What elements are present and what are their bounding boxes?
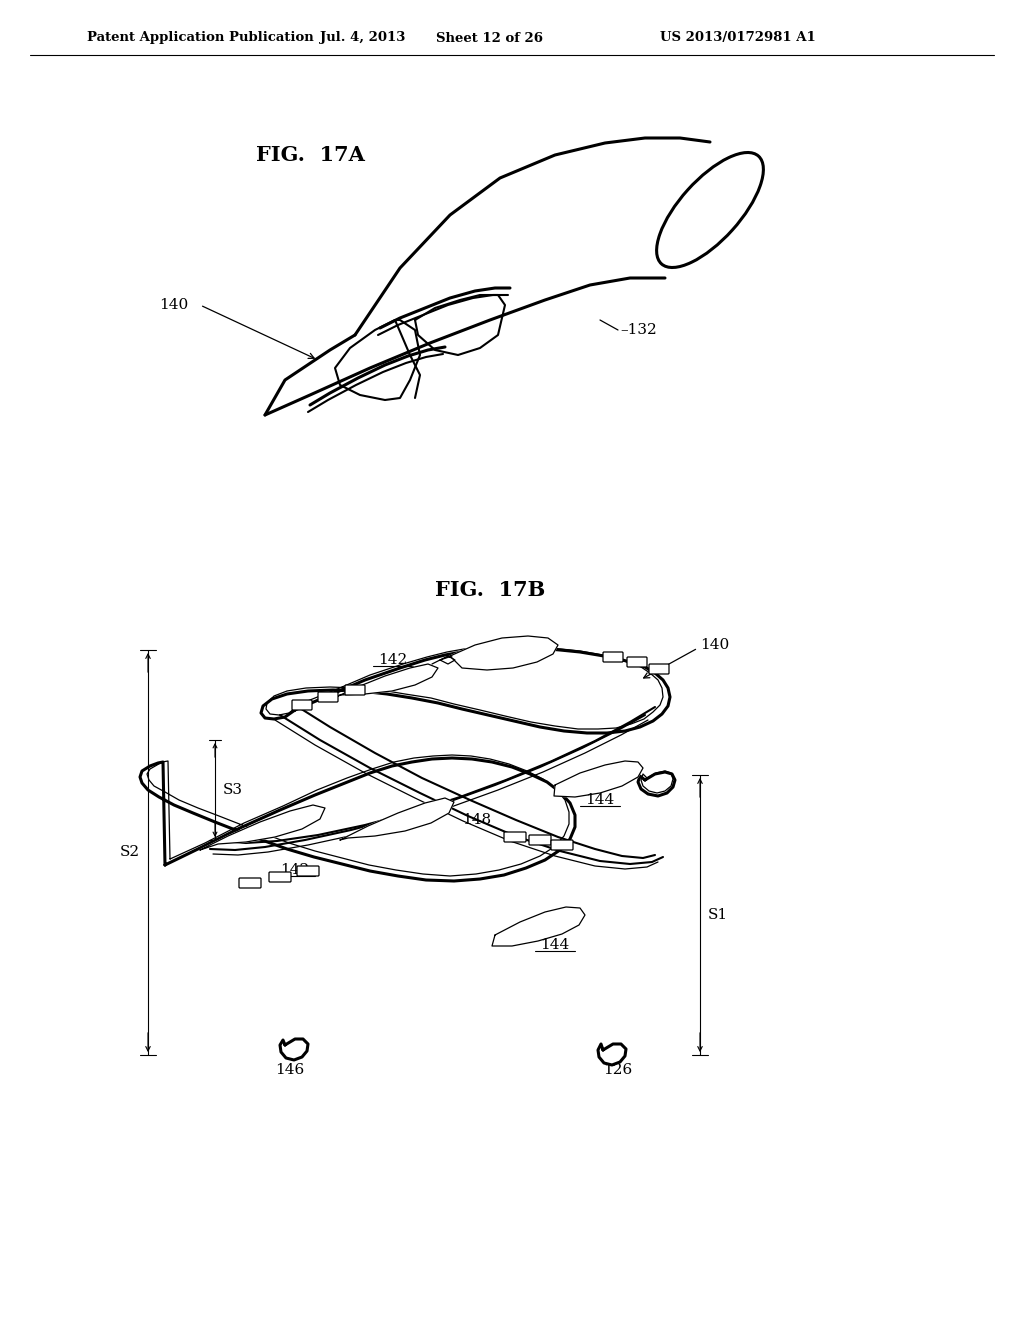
Text: 148: 148 [462, 813, 492, 828]
Text: S2: S2 [120, 845, 140, 859]
FancyBboxPatch shape [318, 692, 338, 702]
Text: US 2013/0172981 A1: US 2013/0172981 A1 [660, 32, 816, 45]
Text: 142: 142 [379, 653, 408, 667]
Text: 140: 140 [700, 638, 729, 652]
FancyBboxPatch shape [504, 832, 526, 842]
Polygon shape [492, 907, 585, 946]
Text: 146: 146 [275, 1063, 304, 1077]
FancyBboxPatch shape [627, 657, 647, 667]
Text: Sheet 12 of 26: Sheet 12 of 26 [436, 32, 544, 45]
FancyBboxPatch shape [292, 700, 312, 710]
FancyBboxPatch shape [603, 652, 623, 663]
FancyBboxPatch shape [529, 836, 551, 845]
Text: –132: –132 [620, 323, 656, 337]
Text: 144: 144 [586, 793, 614, 807]
Polygon shape [200, 805, 325, 850]
Polygon shape [330, 664, 438, 700]
FancyBboxPatch shape [551, 840, 573, 850]
Text: S3: S3 [223, 783, 243, 797]
FancyBboxPatch shape [649, 664, 669, 675]
Text: S1: S1 [708, 908, 728, 921]
Text: 142: 142 [281, 863, 309, 876]
FancyBboxPatch shape [345, 685, 365, 696]
Polygon shape [340, 799, 454, 840]
Text: 140: 140 [159, 298, 188, 312]
Text: FIG.  17B: FIG. 17B [435, 579, 545, 601]
Text: 126: 126 [603, 1063, 633, 1077]
Text: Jul. 4, 2013: Jul. 4, 2013 [321, 32, 406, 45]
FancyBboxPatch shape [269, 873, 291, 882]
Text: FIG.  17A: FIG. 17A [256, 145, 365, 165]
Polygon shape [554, 762, 643, 797]
Text: 144: 144 [541, 939, 569, 952]
Polygon shape [450, 636, 558, 671]
FancyBboxPatch shape [297, 866, 319, 876]
FancyBboxPatch shape [239, 878, 261, 888]
Text: Patent Application Publication: Patent Application Publication [87, 32, 313, 45]
